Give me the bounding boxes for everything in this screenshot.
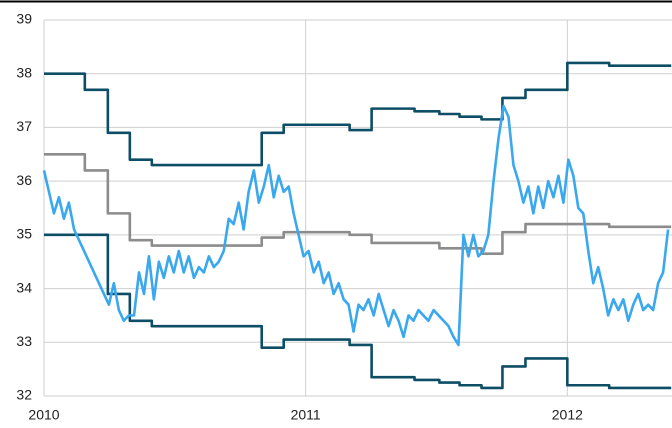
y-tick-label: 38	[16, 64, 32, 80]
x-tick-label: 2011	[291, 407, 321, 423]
y-tick-label: 34	[16, 279, 32, 295]
y-tick-label: 39	[16, 11, 32, 27]
line-series	[44, 152, 672, 255]
y-tick-label: 35	[16, 226, 32, 242]
y-tick-label: 37	[16, 118, 32, 134]
line-series	[44, 233, 672, 390]
y-tick-label: 33	[16, 333, 32, 349]
y-tick-label: 32	[16, 387, 32, 403]
line-series	[42, 104, 670, 347]
line-series	[44, 61, 672, 167]
x-tick-label: 2012	[552, 407, 583, 423]
x-tick-label: 2010	[28, 407, 59, 423]
y-tick-label: 36	[16, 172, 32, 188]
